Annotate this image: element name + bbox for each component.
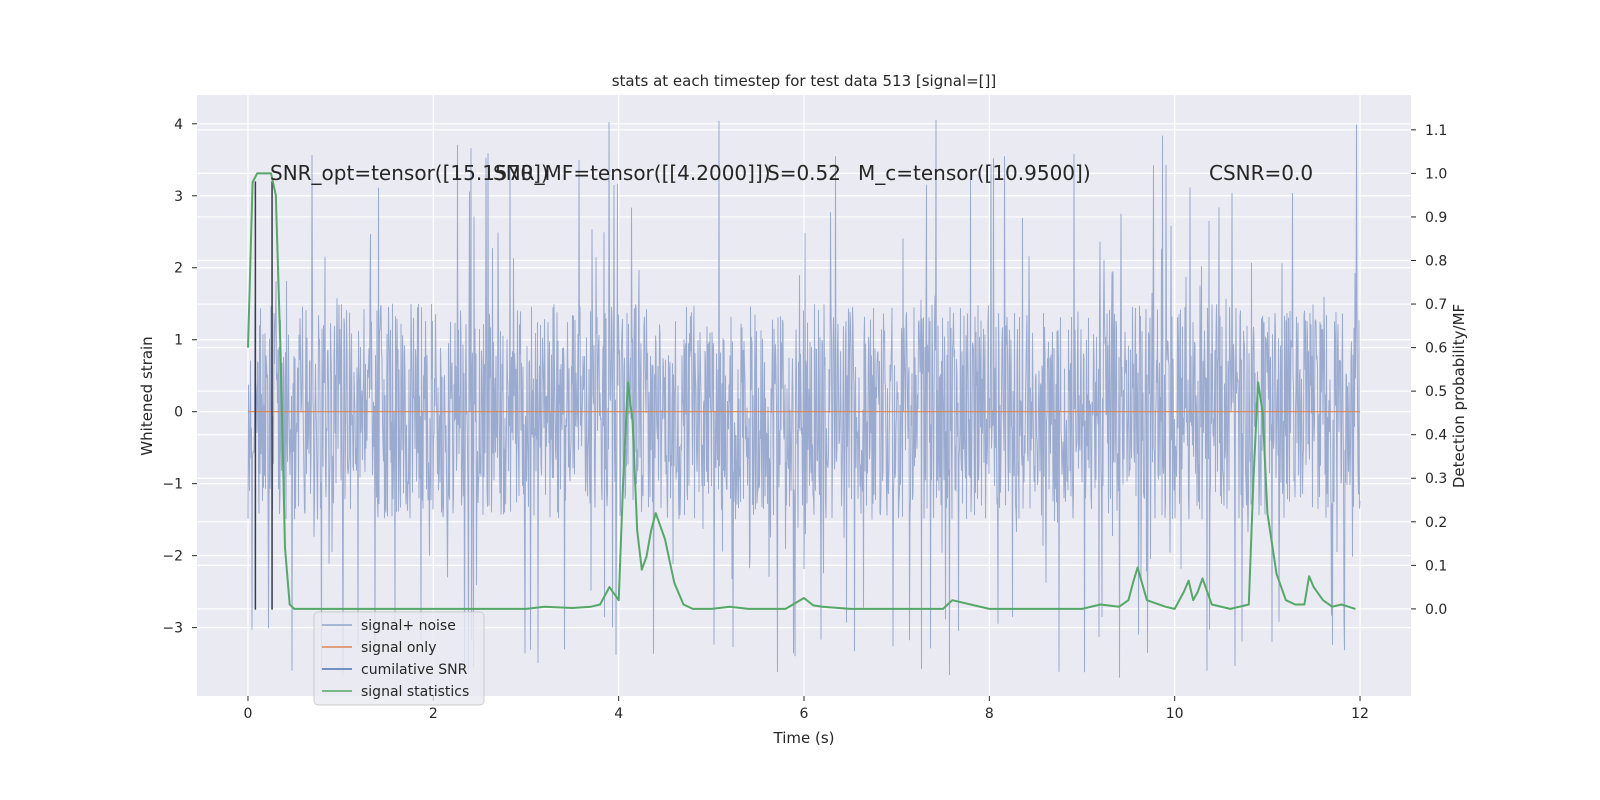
annotation-mc: M_c=tensor([10.9500])	[858, 161, 1091, 185]
x-tick-label: 0	[244, 706, 253, 722]
y-tick-label-left: 2	[174, 261, 183, 277]
series-cumilative-snr	[254, 181, 273, 610]
legend: signal+ noise signal only cumilative SNR…	[313, 611, 485, 706]
y-tick-label-right: 1.1	[1425, 123, 1447, 139]
y-axis-label-right: Detection probability/MF	[1450, 304, 1468, 488]
y-tick-label-left: −2	[162, 549, 183, 565]
y-tick-label-left: −1	[162, 477, 183, 493]
y-tick-label-left: 1	[174, 333, 183, 349]
y-tick-label-right: 0.2	[1425, 515, 1447, 531]
x-tick-label: 12	[1351, 706, 1369, 722]
y-tick-label-right: 1.0	[1425, 166, 1447, 182]
x-axis-label: Time (s)	[773, 729, 835, 747]
x-tick-label: 10	[1166, 706, 1184, 722]
y-tick-label-right: 0.0	[1425, 602, 1447, 618]
legend-box	[313, 611, 485, 706]
y-tick-label-left: 3	[174, 189, 183, 205]
y-axis-left-ticks: −3 −2 −1 0 1 2 3 4	[162, 117, 197, 637]
annotation-snr-mf: SNR_MF=tensor([[4.2000]])	[493, 161, 771, 185]
x-tick-label: 4	[614, 706, 623, 722]
y-tick-label-right: 0.8	[1425, 253, 1447, 269]
y-tick-label-right: 0.6	[1425, 341, 1447, 357]
x-axis-ticks: 0 2 4 6 8 10 12	[244, 696, 1369, 722]
y-tick-label-right: 0.1	[1425, 558, 1447, 574]
y-tick-label-right: 0.4	[1425, 428, 1447, 444]
y-tick-label-right: 0.5	[1425, 384, 1447, 400]
annotation-s-value: S=0.52	[767, 161, 841, 185]
series-signal-statistics	[247, 172, 1356, 610]
y-tick-label-left: 4	[174, 117, 183, 133]
y-tick-label-right: 0.9	[1425, 210, 1447, 226]
y-tick-label-right: 0.3	[1425, 471, 1447, 487]
y-tick-label-left: −3	[162, 621, 183, 637]
annotation-csnr: CSNR=0.0	[1209, 161, 1313, 185]
x-tick-label: 2	[429, 706, 438, 722]
legend-label-signal-only: signal only	[361, 640, 436, 656]
chart-title: stats at each timestep for test data 513…	[612, 72, 997, 90]
y-axis-right-ticks: 0.0 0.1 0.2 0.3 0.4 0.5 0.6 0.7 0.8 0.9 1.0 1.1	[1411, 123, 1447, 618]
y-axis-label-left: Whitened strain	[138, 336, 156, 455]
legend-label-signal-noise: signal+ noise	[361, 618, 456, 634]
series-signal-noise	[247, 119, 1361, 678]
y-tick-label-left: 0	[174, 405, 183, 421]
x-tick-label: 8	[985, 706, 994, 722]
legend-label-signal-statistics: signal statistics	[361, 684, 469, 700]
annotation-snr-opt: SNR_opt=tensor([15.1570])	[270, 161, 549, 185]
series-layer	[247, 119, 1361, 678]
y-tick-label-right: 0.7	[1425, 297, 1447, 313]
legend-label-cumilative-snr: cumilative SNR	[361, 662, 468, 678]
x-tick-label: 6	[800, 706, 809, 722]
